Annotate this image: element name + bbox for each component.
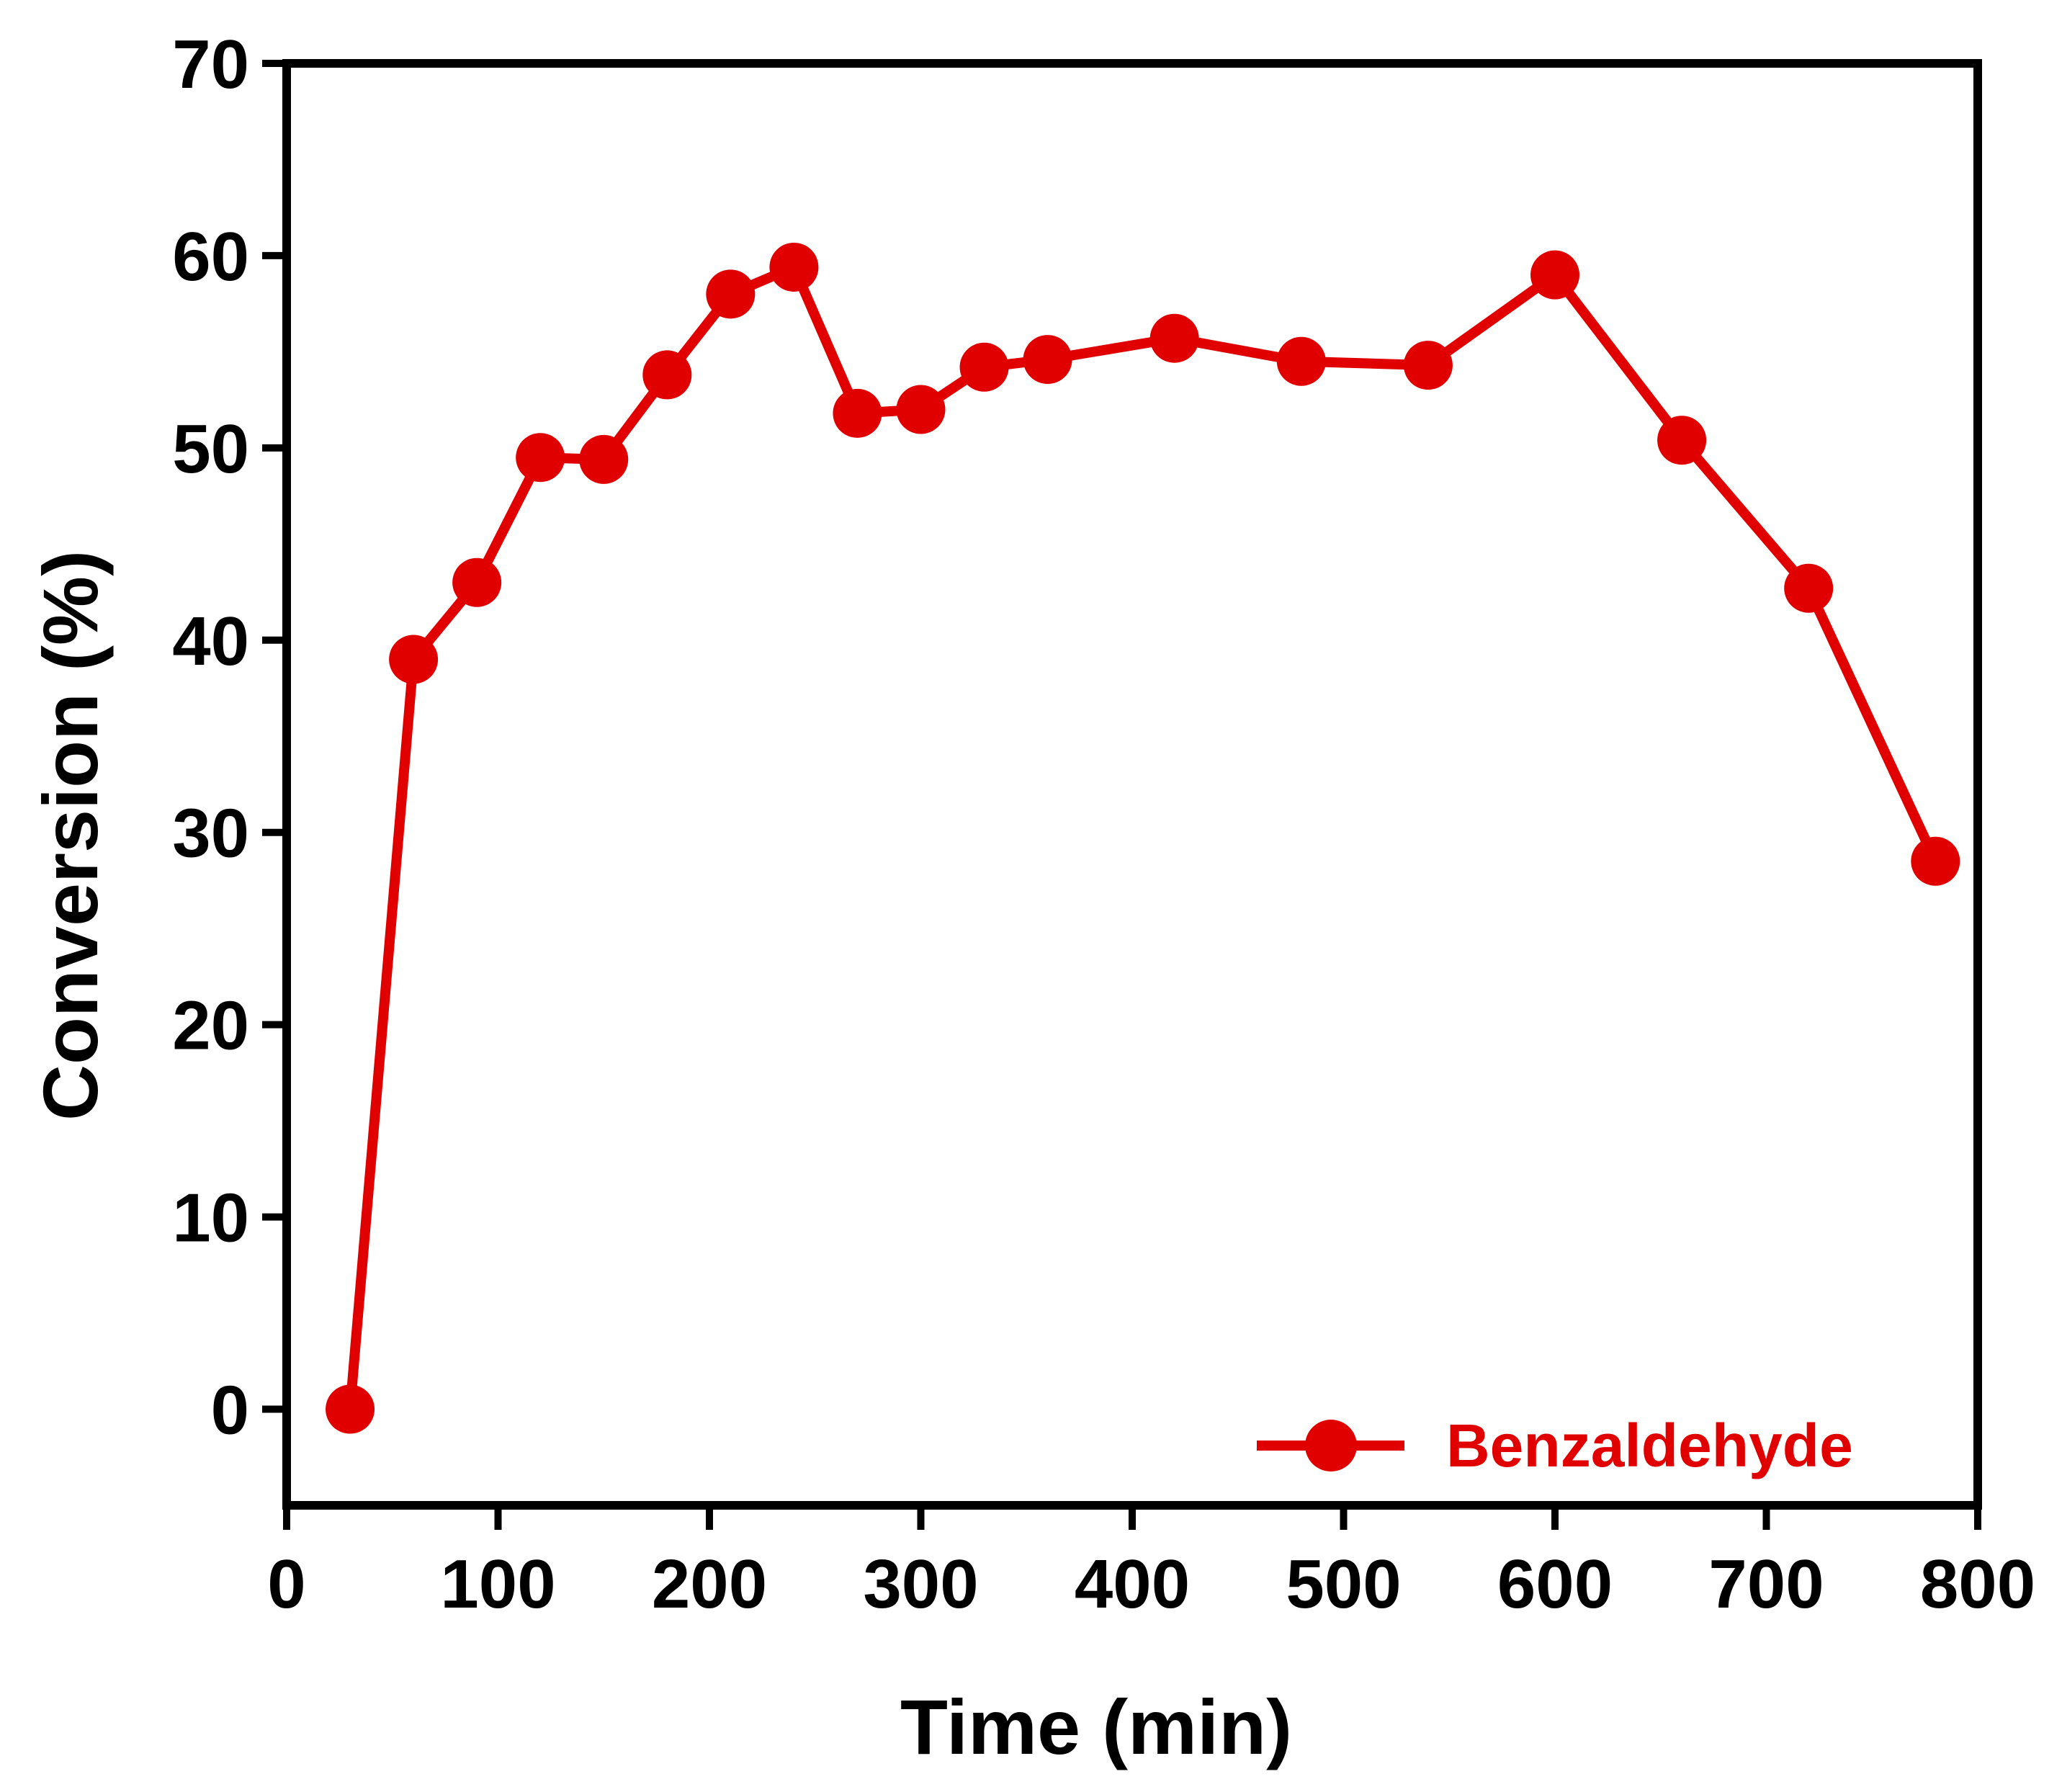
legend-marker: [1305, 1420, 1357, 1471]
plot-frame: [282, 59, 1982, 1510]
data-point: [579, 434, 629, 484]
y-tick-label: 0: [211, 1372, 249, 1449]
data-point: [1530, 250, 1579, 300]
x-axis: 0 100 200 300 400 500 600 700 800: [267, 1505, 2035, 1623]
data-point: [769, 242, 819, 292]
y-tick-label: 50: [172, 411, 249, 488]
legend: Benzaldehyde: [1257, 1412, 1853, 1479]
data-point: [516, 433, 565, 483]
data-point: [326, 1384, 375, 1434]
y-tick-label: 10: [172, 1180, 249, 1257]
y-tick-label: 70: [172, 26, 249, 103]
data-point: [833, 388, 882, 438]
data-point: [896, 385, 946, 434]
x-tick-label: 700: [1708, 1546, 1824, 1623]
data-point: [1276, 336, 1326, 386]
series-layer: [326, 242, 1960, 1434]
y-tick-label: 60: [172, 218, 249, 295]
plot-area: [282, 59, 1982, 1510]
data-point: [1149, 313, 1199, 363]
x-tick-label: 300: [863, 1546, 978, 1623]
data-point: [1784, 563, 1834, 613]
data-point: [452, 557, 502, 607]
data-point: [959, 342, 1009, 392]
x-tick-label: 200: [652, 1546, 767, 1623]
y-tick-label: 40: [172, 603, 249, 680]
x-tick-label: 0: [267, 1546, 305, 1623]
x-tick-label: 800: [1920, 1546, 2035, 1623]
data-point: [642, 350, 692, 400]
y-axis-title: Conversion (%): [27, 550, 114, 1121]
data-point: [1023, 335, 1072, 385]
x-axis-title: Time (min): [900, 1683, 1292, 1770]
data-point: [1657, 416, 1707, 465]
y-axis: 0 10 20 30 40 50 60 70: [172, 26, 287, 1449]
data-point: [706, 269, 756, 319]
data-point: [1911, 836, 1960, 886]
data-point: [1403, 341, 1453, 390]
x-tick-label: 500: [1286, 1546, 1401, 1623]
x-tick-label: 400: [1075, 1546, 1190, 1623]
y-tick-label: 30: [172, 795, 249, 872]
x-tick-label: 100: [440, 1546, 555, 1623]
data-point: [389, 635, 439, 684]
x-tick-label: 600: [1497, 1546, 1613, 1623]
legend-label: Benzaldehyde: [1446, 1412, 1853, 1479]
y-tick-label: 20: [172, 987, 249, 1065]
